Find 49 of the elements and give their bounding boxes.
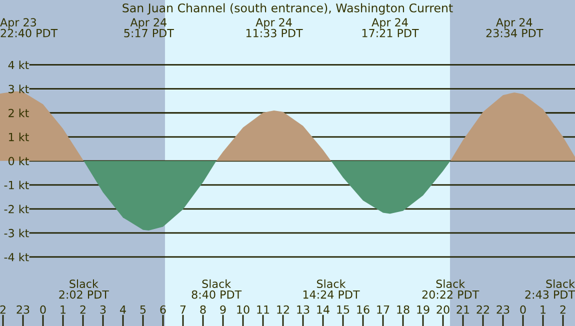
x-tick-label: 19	[417, 305, 430, 314]
x-tick-label: 14	[317, 306, 330, 314]
y-tick-label: -1 kt	[4, 180, 29, 190]
annotation: Apr 24 11:33 PDT	[246, 18, 303, 38]
x-tick-label: 2	[0, 305, 6, 314]
x-tick-label: 23	[496, 305, 510, 314]
annotation: Apr 24 17:21 PDT	[362, 18, 419, 38]
x-tick-label: 3	[100, 305, 106, 314]
y-tick-label: 4 kt	[8, 60, 29, 70]
x-tick-label: 1	[540, 306, 546, 314]
x-tick-label: 20	[436, 305, 450, 314]
y-tick-label: 0 kt	[8, 156, 29, 166]
chart-title: San Juan Channel (south entrance), Washington Current	[122, 3, 453, 15]
x-tick-label: 22	[476, 305, 489, 314]
x-tick-label: 8	[200, 305, 206, 314]
x-tick-label: 12	[277, 305, 289, 314]
x-tick-label: 2	[560, 305, 566, 314]
annotation: Slack 20:22 PDT	[422, 279, 480, 299]
x-tick-label: 6	[160, 305, 166, 314]
x-tick-label: 10	[237, 305, 250, 314]
x-tick-label: 5	[140, 306, 146, 314]
x-tick-label: 4	[120, 306, 126, 314]
y-tick-label: 2 kt	[8, 108, 29, 118]
x-tick-label: 0	[520, 305, 526, 314]
x-tick-label: 11	[257, 306, 270, 314]
annotation: Apr 24 23:34 PDT	[486, 18, 544, 38]
x-tick-label: 16	[357, 305, 370, 314]
x-tick-label: 23	[16, 305, 30, 314]
x-tick-label: 0	[40, 305, 46, 314]
x-tick-label: 18	[397, 305, 410, 314]
annotation: Slack 8:40 PDT	[192, 279, 242, 299]
y-tick-label: -3 kt	[4, 228, 29, 238]
x-tick-label: 15	[337, 306, 350, 314]
annotation: Slack 2:02 PDT	[59, 279, 109, 299]
x-tick-label: 17	[377, 306, 390, 314]
x-tick-label: 13	[297, 305, 310, 314]
annotation: Slack 2:43 PDT	[525, 279, 575, 299]
y-tick-label: -2 kt	[4, 204, 29, 214]
x-tick-label: 21	[456, 305, 470, 314]
y-tick-label: -4 kt	[4, 252, 29, 262]
annotation: Apr 23 22:40 PDT	[0, 18, 58, 38]
y-tick-label: 3 kt	[8, 84, 29, 94]
x-tick-label: 2	[80, 305, 86, 314]
x-tick-label: 7	[180, 306, 186, 314]
x-tick-label: 1	[60, 306, 66, 314]
x-tick-label: 9	[220, 305, 226, 314]
y-tick-label: 1 kt	[8, 132, 29, 142]
annotation: Apr 24 5:17 PDT	[124, 18, 174, 38]
annotation: Slack 14:24 PDT	[303, 279, 360, 299]
